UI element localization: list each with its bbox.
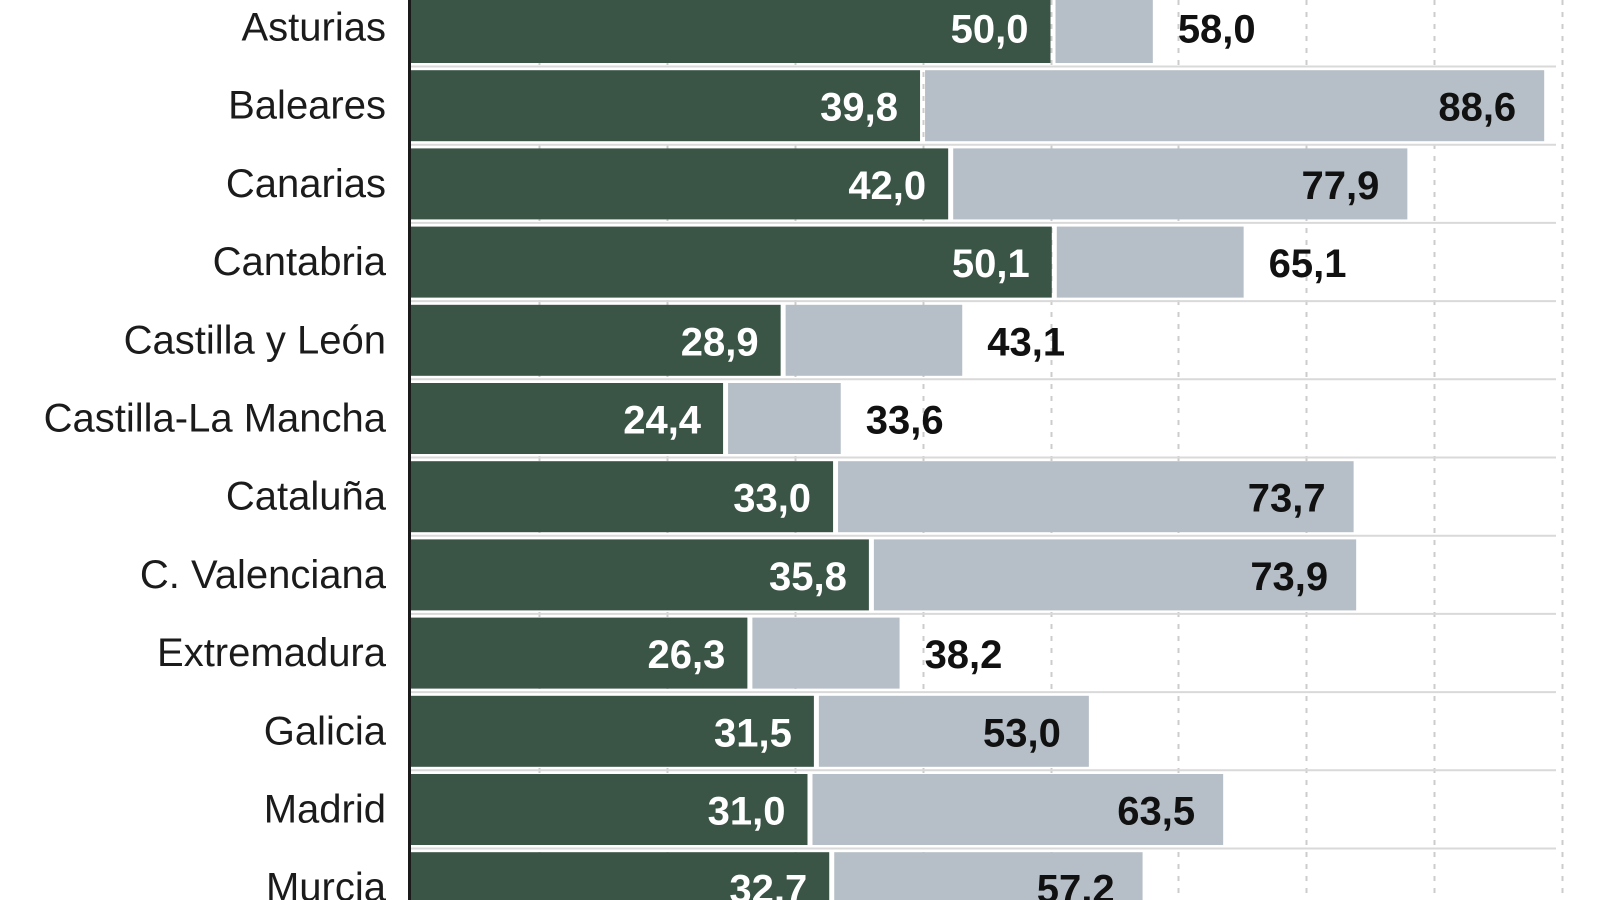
category-labels: Asturias Baleares Canarias Cantabria Castill…	[44, 6, 387, 900]
value-label-light: 38,2	[925, 633, 1003, 677]
value-label-light: 73,7	[1248, 477, 1326, 521]
value-label-light: 57,2	[1037, 868, 1115, 900]
bar-light	[953, 148, 1408, 220]
value-label-dark: 42,0	[848, 164, 926, 208]
bar-light	[812, 774, 1224, 845]
bar-light	[785, 304, 963, 376]
category-label: Madrid	[264, 788, 386, 832]
value-label-light: 77,9	[1301, 164, 1379, 208]
bar-light	[1056, 226, 1244, 298]
category-label: Castilla-La Mancha	[44, 397, 387, 441]
bar-dark	[411, 461, 834, 533]
value-label-light: 65,1	[1269, 242, 1347, 286]
value-label-dark: 50,1	[952, 242, 1030, 286]
bar-dark	[411, 148, 949, 220]
bar-light	[873, 539, 1357, 611]
category-label: Asturias	[242, 6, 387, 50]
value-label-light: 53,0	[983, 711, 1061, 755]
value-label-dark: 39,8	[820, 86, 898, 130]
category-label: Extremadura	[157, 631, 387, 675]
value-label-dark: 50,0	[951, 8, 1029, 52]
bar-dark	[411, 617, 748, 689]
category-label: Canarias	[226, 162, 386, 206]
category-label: Baleares	[228, 84, 386, 128]
bar-light	[1055, 0, 1153, 63]
bar-dark	[411, 226, 1052, 298]
bar-light	[838, 461, 1354, 533]
bar-light	[752, 617, 900, 689]
value-label-dark: 35,8	[769, 555, 847, 599]
bars: 50,0 58,0 39,8 88,6 42,0 77,9 50,1 65,1 28,9 43,1…	[411, 0, 1545, 900]
value-label-light: 73,9	[1250, 555, 1328, 599]
bar-light	[728, 383, 841, 454]
category-label: Murcia	[266, 866, 387, 900]
bar-dark	[411, 70, 921, 142]
value-label-dark: 31,5	[714, 711, 792, 755]
bar-dark	[411, 539, 869, 611]
value-label-dark: 24,4	[623, 399, 702, 443]
value-label-light: 63,5	[1117, 790, 1195, 834]
bar-dark	[411, 774, 808, 845]
value-label-light: 33,6	[866, 399, 944, 443]
bar-dark	[411, 695, 814, 767]
bar-dark	[411, 0, 1051, 63]
value-label-dark: 31,0	[708, 790, 786, 834]
category-label: Castilla y León	[124, 318, 386, 362]
bar-light	[834, 852, 1143, 900]
bar-dark	[411, 383, 724, 454]
value-label-light: 58,0	[1178, 8, 1256, 52]
value-label-dark: 26,3	[648, 633, 726, 677]
bar-dark	[411, 852, 830, 900]
value-label-light: 88,6	[1438, 86, 1516, 130]
bar-light	[818, 695, 1089, 767]
category-label: Cataluña	[226, 475, 387, 519]
bar-light	[925, 70, 1545, 142]
value-label-dark: 32,7	[729, 868, 807, 900]
gridlines	[411, 0, 1564, 900]
bar-dark	[411, 304, 781, 376]
category-label: Galicia	[264, 709, 387, 753]
category-label: Cantabria	[213, 240, 387, 284]
value-label-dark: 28,9	[681, 320, 759, 364]
value-label-light: 43,1	[987, 320, 1065, 364]
category-label: C. Valenciana	[140, 553, 387, 597]
value-label-dark: 33,0	[733, 477, 811, 521]
